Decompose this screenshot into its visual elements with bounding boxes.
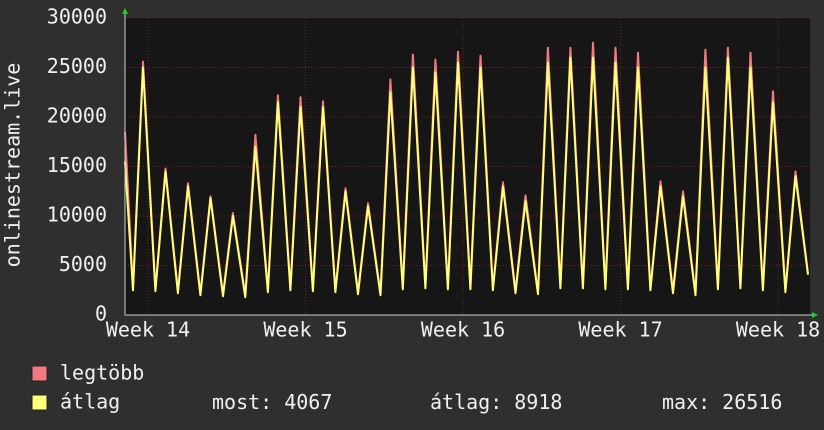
y-tick-label: 25000 [47, 54, 107, 78]
y-tick-label: 0 [95, 302, 107, 326]
legend-swatch [31, 394, 48, 411]
axis-arrow [812, 312, 818, 318]
stat-value: 8918 [514, 390, 562, 414]
y-tick-label: 30000 [47, 5, 107, 29]
stat: max: 26516 [662, 390, 782, 414]
y-axis-label: onlinestream.live [1, 63, 25, 268]
stat: most: 4067 [212, 390, 332, 414]
x-tick-label: Week 14 [106, 318, 190, 342]
x-tick-label: Week 18 [736, 318, 820, 342]
series-line [124, 56, 809, 299]
y-tick-label: 10000 [47, 203, 107, 227]
y-tick-label: 5000 [59, 252, 107, 276]
legend-label: legtöbb [60, 361, 144, 385]
x-tick-label: Week 17 [578, 318, 662, 342]
stat-label: max: [662, 390, 710, 414]
stat-value: 4067 [284, 390, 332, 414]
legend-swatch [31, 365, 48, 382]
y-tick-label: 15000 [47, 153, 107, 177]
x-tick-label: Week 15 [263, 318, 347, 342]
lines [124, 41, 809, 299]
legend-label: átlag [60, 390, 120, 414]
stat-label: most: [212, 390, 272, 414]
x-tick-label: Week 16 [421, 318, 505, 342]
stat-label: átlag: [430, 390, 502, 414]
stat: átlag: 8918 [430, 390, 562, 414]
axis-arrow [122, 8, 128, 14]
y-tick-label: 20000 [47, 104, 107, 128]
stat-value: 26516 [722, 390, 782, 414]
